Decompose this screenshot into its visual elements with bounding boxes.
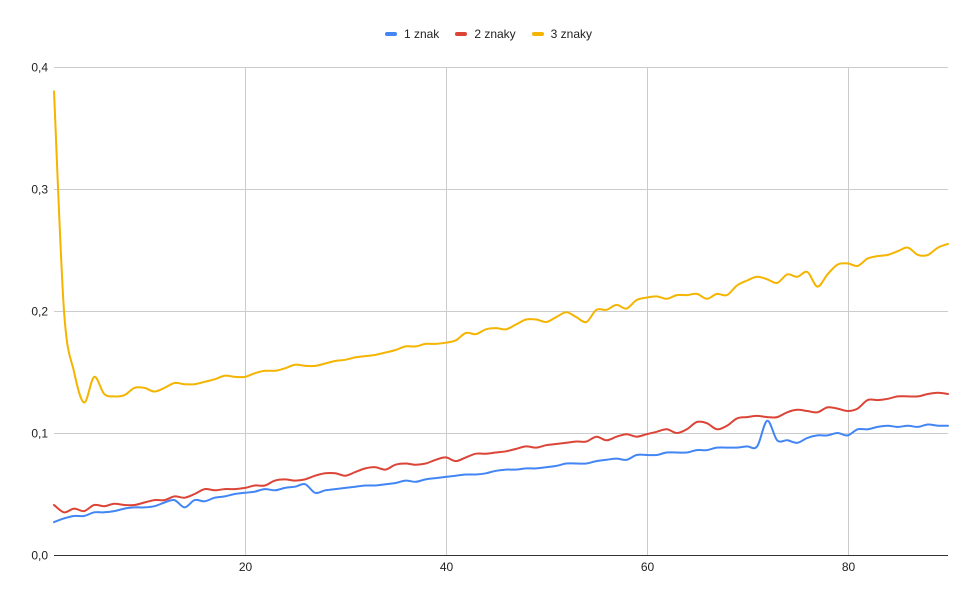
legend-swatch <box>455 32 468 36</box>
legend-swatch <box>384 32 397 36</box>
series-line-3-znaky <box>53 90 949 404</box>
series-lines <box>53 90 949 524</box>
legend-item: 2 znaky <box>455 27 516 41</box>
legend-label: 2 znaky <box>474 27 516 41</box>
legend-label: 1 znak <box>403 27 440 41</box>
y-tick-label: 0,2 <box>31 305 48 319</box>
legend-swatch <box>531 32 544 36</box>
legend-label: 3 znaky <box>550 27 593 41</box>
x-tick-label: 40 <box>440 560 454 574</box>
x-tick-label: 80 <box>842 560 856 574</box>
y-tick-label: 0,1 <box>31 427 48 441</box>
tick-labels: 0,0 0,1 0,2 0,3 0,4 20 40 60 80 <box>31 61 855 575</box>
y-tick-label: 0,3 <box>31 183 48 197</box>
series-line-1-znak <box>53 419 949 524</box>
y-tick-label: 0,0 <box>31 549 48 563</box>
legend-item: 1 znak <box>384 27 440 41</box>
grid-lines <box>54 67 948 555</box>
x-tick-label: 20 <box>239 560 253 574</box>
chart-legend: 1 znak 2 znaky 3 znaky <box>0 27 977 41</box>
x-tick-label: 60 <box>641 560 655 574</box>
y-tick-label: 0,4 <box>31 61 48 75</box>
series-line-2-znaky <box>53 391 949 514</box>
legend-item: 3 znaky <box>531 27 593 41</box>
